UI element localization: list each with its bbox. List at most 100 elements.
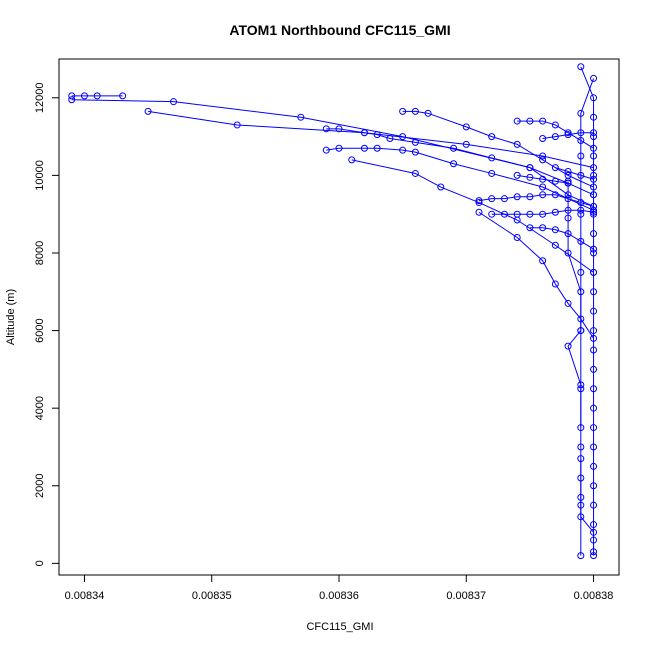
data-point	[80, 92, 88, 100]
series-line	[326, 147, 594, 211]
data-point	[68, 96, 76, 104]
data-point	[564, 129, 572, 137]
data-point	[564, 214, 572, 222]
data-point	[551, 280, 559, 288]
series-7	[348, 156, 598, 276]
data-point	[577, 109, 585, 117]
data-point	[590, 164, 598, 172]
data-point	[590, 552, 598, 560]
data-point	[170, 98, 178, 106]
data-point	[488, 195, 496, 203]
data-point	[437, 183, 445, 191]
data-point	[577, 513, 585, 521]
data-point	[488, 133, 496, 141]
y-axis: 0 2000 4000 6000 8000 10000 12000	[34, 83, 60, 566]
data-point	[564, 342, 572, 350]
data-point	[577, 424, 585, 432]
data-point	[551, 191, 559, 199]
y-tick-label: 6000	[34, 318, 46, 342]
data-point	[564, 168, 572, 176]
data-point	[590, 288, 598, 296]
series-line	[71, 99, 594, 207]
data-point	[590, 346, 598, 354]
data-point	[590, 171, 598, 179]
data-point	[119, 92, 127, 100]
series-line	[402, 110, 594, 188]
data-point	[551, 177, 559, 185]
series-line	[542, 132, 594, 140]
series-18	[513, 171, 572, 187]
series-line	[580, 66, 595, 556]
data-point	[577, 552, 585, 560]
series-line	[491, 209, 594, 215]
data-point	[526, 117, 534, 125]
series-line	[478, 211, 594, 339]
data-point	[577, 288, 585, 296]
data-point	[539, 156, 547, 164]
data-point	[590, 404, 598, 412]
series-13	[539, 129, 598, 143]
series-2	[68, 96, 598, 210]
data-point	[68, 92, 76, 100]
plot-frame	[58, 58, 620, 576]
series-line	[351, 159, 594, 273]
data-point	[577, 268, 585, 276]
series-line	[529, 227, 594, 250]
series-16	[577, 455, 598, 556]
data-point	[386, 135, 394, 143]
data-point	[590, 268, 598, 276]
data-point	[590, 521, 598, 529]
data-point	[590, 144, 598, 152]
x-tick-label: 0.00837	[446, 590, 486, 602]
data-point	[539, 224, 547, 232]
data-point	[590, 191, 598, 199]
data-point	[590, 152, 598, 160]
data-point	[539, 117, 547, 125]
data-point	[590, 129, 598, 137]
data-point	[335, 125, 343, 133]
data-point	[590, 94, 598, 102]
data-point	[577, 63, 585, 71]
series-line	[478, 194, 594, 207]
data-point	[462, 123, 470, 131]
data-point	[373, 131, 381, 139]
y-tick-label: 10000	[34, 160, 46, 191]
data-point	[590, 462, 598, 470]
data-point	[577, 493, 585, 501]
data-point	[93, 92, 101, 100]
series-layer	[68, 63, 598, 560]
data-point	[590, 206, 598, 214]
data-point	[411, 169, 419, 177]
data-point	[590, 230, 598, 238]
data-point	[488, 210, 496, 218]
data-point	[526, 193, 534, 201]
series-11	[475, 208, 598, 342]
data-point	[551, 241, 559, 249]
data-point	[577, 455, 585, 463]
data-point	[526, 210, 534, 218]
series-line	[567, 181, 582, 428]
data-point	[539, 135, 547, 143]
data-point	[539, 183, 547, 191]
data-point	[590, 443, 598, 451]
data-point	[590, 424, 598, 432]
data-point	[590, 210, 598, 218]
data-point	[526, 173, 534, 181]
data-point	[297, 113, 305, 121]
data-point	[590, 365, 598, 373]
data-point	[360, 129, 368, 137]
data-point	[233, 121, 241, 129]
data-point	[577, 237, 585, 245]
series-10	[488, 206, 598, 218]
data-point	[590, 482, 598, 490]
data-point	[373, 144, 381, 152]
data-point	[551, 133, 559, 141]
x-tick-label: 0.00838	[574, 590, 614, 602]
data-point	[144, 107, 152, 115]
data-point	[590, 307, 598, 315]
data-point	[411, 148, 419, 156]
data-point	[488, 169, 496, 177]
data-point	[399, 107, 407, 115]
series-line	[517, 120, 594, 149]
data-point	[539, 152, 547, 160]
